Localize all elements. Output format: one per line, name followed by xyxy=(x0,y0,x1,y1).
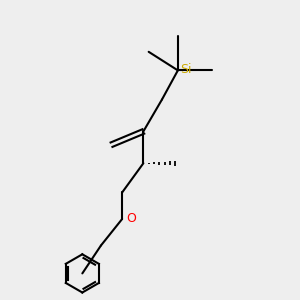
Text: O: O xyxy=(126,212,136,226)
Text: Si: Si xyxy=(180,63,191,76)
